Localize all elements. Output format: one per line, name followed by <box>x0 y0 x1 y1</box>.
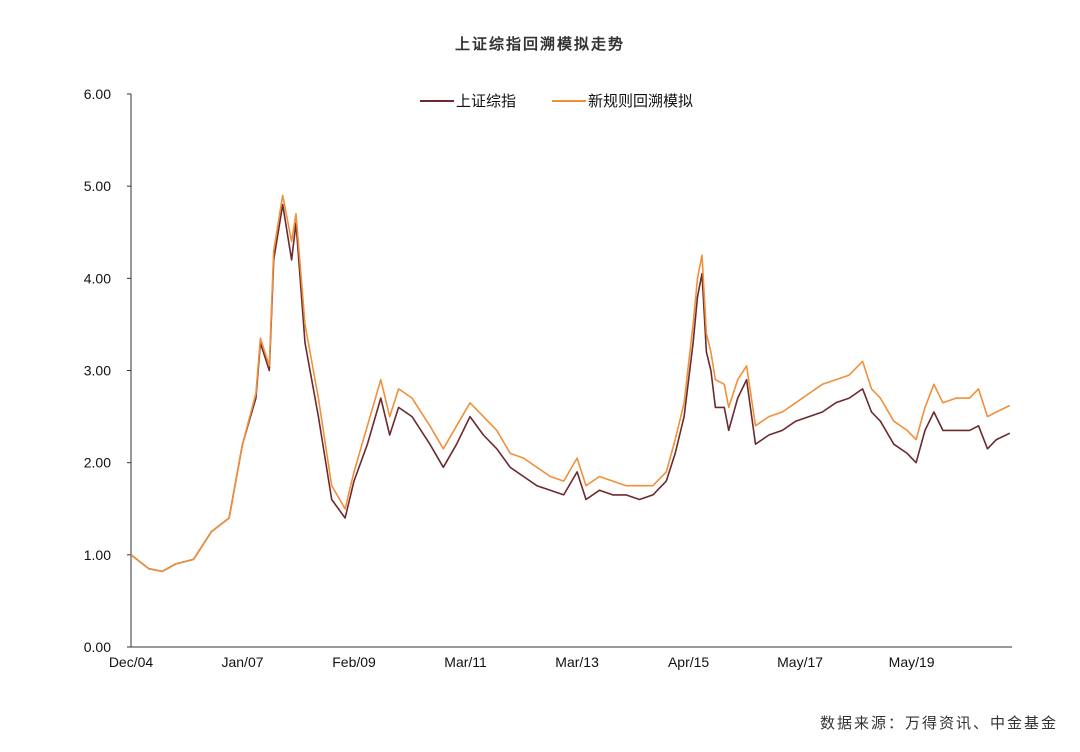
x-tick-label: May/17 <box>777 654 823 670</box>
x-tick-label: Apr/15 <box>668 654 709 670</box>
data-source-note: 数据来源：万得资讯、中金基金 <box>819 714 1058 732</box>
series-line-new-rule-backtest <box>130 194 1011 573</box>
x-tick-label: Dec/04 <box>109 654 154 670</box>
x-tick-label: Jan/07 <box>221 654 263 670</box>
series-line-sse-composite <box>130 203 1011 573</box>
legend-label: 上证综指 <box>456 92 516 110</box>
y-tick-label: 4.00 <box>84 270 111 286</box>
y-tick-label: 3.00 <box>84 363 111 379</box>
chart-title: 上证综指回溯模拟走势 <box>454 35 625 53</box>
x-tick-label: May/19 <box>889 654 935 670</box>
y-tick-label: 2.00 <box>84 455 111 471</box>
legend-label: 新规则回溯模拟 <box>588 92 693 110</box>
x-tick-label: Mar/13 <box>555 654 599 670</box>
y-tick-label: 5.00 <box>84 178 111 194</box>
x-tick-label: Mar/11 <box>444 654 487 670</box>
x-tick-label: Feb/09 <box>332 654 376 670</box>
y-tick-label: 6.00 <box>84 86 111 102</box>
y-tick-label: 1.00 <box>84 547 111 563</box>
y-tick-label: 0.00 <box>84 639 111 655</box>
